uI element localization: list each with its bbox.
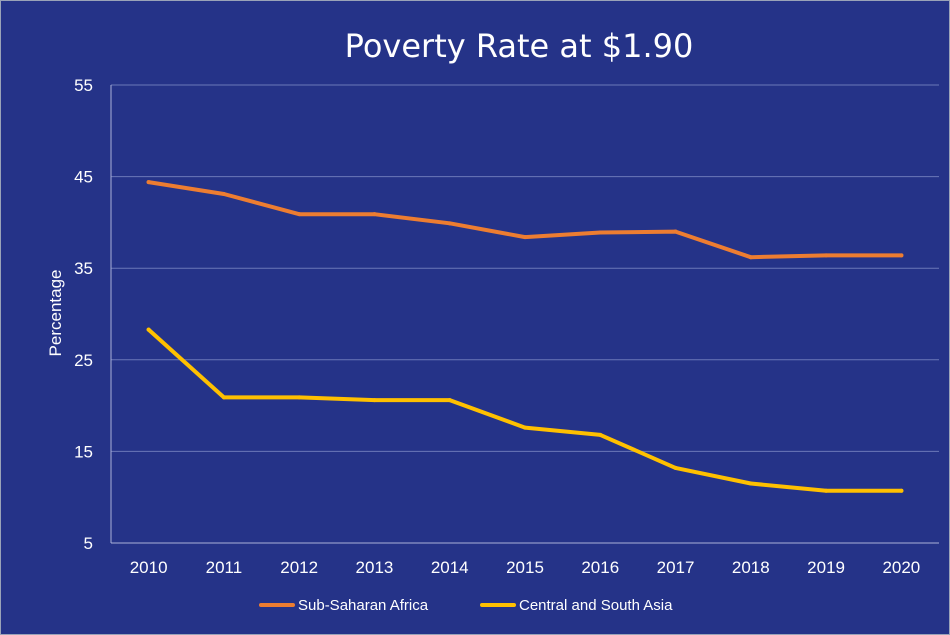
grid-layer (110, 84, 939, 544)
data-point-central-and-south-asia (673, 465, 678, 470)
data-point-sub-saharan-africa (447, 221, 452, 226)
series-line-central-and-south-asia (146, 327, 904, 493)
data-point-central-and-south-asia (297, 395, 302, 400)
x-tick-label: 2011 (206, 558, 243, 577)
x-tick-label: 2016 (581, 558, 619, 577)
x-tick-label: 2019 (807, 558, 845, 577)
x-tick-label: 2017 (657, 558, 695, 577)
y-tick-label: 15 (74, 442, 93, 461)
legend: Sub-Saharan Africa Central and South Asia (259, 597, 673, 614)
data-point-central-and-south-asia (146, 327, 151, 332)
x-tick-label: 2010 (130, 558, 168, 577)
tick-layer: 5 15 25 35 45 55 2010 2011 2012 2013 2014 2015 2016 2… (74, 76, 920, 577)
chart-title: Poverty Rate at $1.90 (345, 27, 694, 65)
data-point-sub-saharan-africa (899, 253, 904, 258)
x-tick-label: 2013 (356, 558, 394, 577)
x-tick-label: 2014 (431, 558, 469, 577)
data-point-sub-saharan-africa (824, 253, 829, 258)
x-tick-label: 2018 (732, 558, 770, 577)
data-point-central-and-south-asia (372, 398, 377, 403)
data-point-sub-saharan-africa (297, 212, 302, 217)
x-tick-label: 2012 (280, 558, 318, 577)
y-tick-label: 55 (74, 76, 93, 95)
y-tick-label: 35 (74, 259, 93, 278)
data-point-sub-saharan-africa (673, 229, 678, 234)
series-layer (146, 180, 904, 493)
legend-label: Sub-Saharan Africa (298, 597, 429, 614)
legend-item-central-and-south-asia: Central and South Asia (480, 597, 673, 614)
data-point-central-and-south-asia (447, 398, 452, 403)
y-axis-label: Percentage (46, 270, 65, 357)
x-tick-label: 2020 (882, 558, 920, 577)
data-point-sub-saharan-africa (523, 235, 527, 240)
data-point-sub-saharan-africa (146, 180, 151, 185)
data-point-central-and-south-asia (824, 488, 829, 493)
data-point-sub-saharan-africa (372, 212, 377, 217)
data-point-central-and-south-asia (748, 481, 753, 486)
data-point-central-and-south-asia (221, 395, 226, 400)
y-tick-label: 5 (84, 534, 93, 553)
data-point-sub-saharan-africa (598, 230, 603, 235)
series-line-sub-saharan-africa (146, 180, 904, 260)
data-point-central-and-south-asia (899, 488, 904, 493)
legend-item-sub-saharan-africa: Sub-Saharan Africa (259, 597, 429, 614)
y-tick-label: 25 (74, 351, 93, 370)
y-tick-label: 45 (74, 168, 93, 187)
legend-label: Central and South Asia (519, 597, 673, 614)
data-point-central-and-south-asia (523, 425, 527, 430)
data-point-central-and-south-asia (598, 432, 603, 437)
data-point-sub-saharan-africa (221, 192, 226, 197)
x-tick-label: 2015 (506, 558, 544, 577)
data-point-sub-saharan-africa (748, 255, 753, 260)
